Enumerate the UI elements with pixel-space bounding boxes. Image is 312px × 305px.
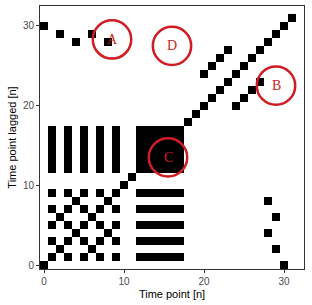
svg-text:Time point lagged [n]: Time point lagged [n] [6, 86, 18, 188]
svg-text:C: C [164, 150, 173, 165]
svg-text:30: 30 [23, 20, 35, 31]
svg-text:B: B [272, 78, 281, 93]
svg-text:A: A [107, 32, 118, 47]
svg-text:0: 0 [41, 276, 47, 287]
svg-text:0: 0 [28, 260, 34, 271]
svg-text:20: 20 [198, 276, 210, 287]
svg-text:10: 10 [118, 276, 130, 287]
svg-text:D: D [167, 38, 177, 53]
svg-text:Time point [n]: Time point [n] [139, 288, 205, 300]
svg-text:20: 20 [23, 100, 35, 111]
svg-text:30: 30 [278, 276, 290, 287]
svg-text:10: 10 [23, 180, 35, 191]
